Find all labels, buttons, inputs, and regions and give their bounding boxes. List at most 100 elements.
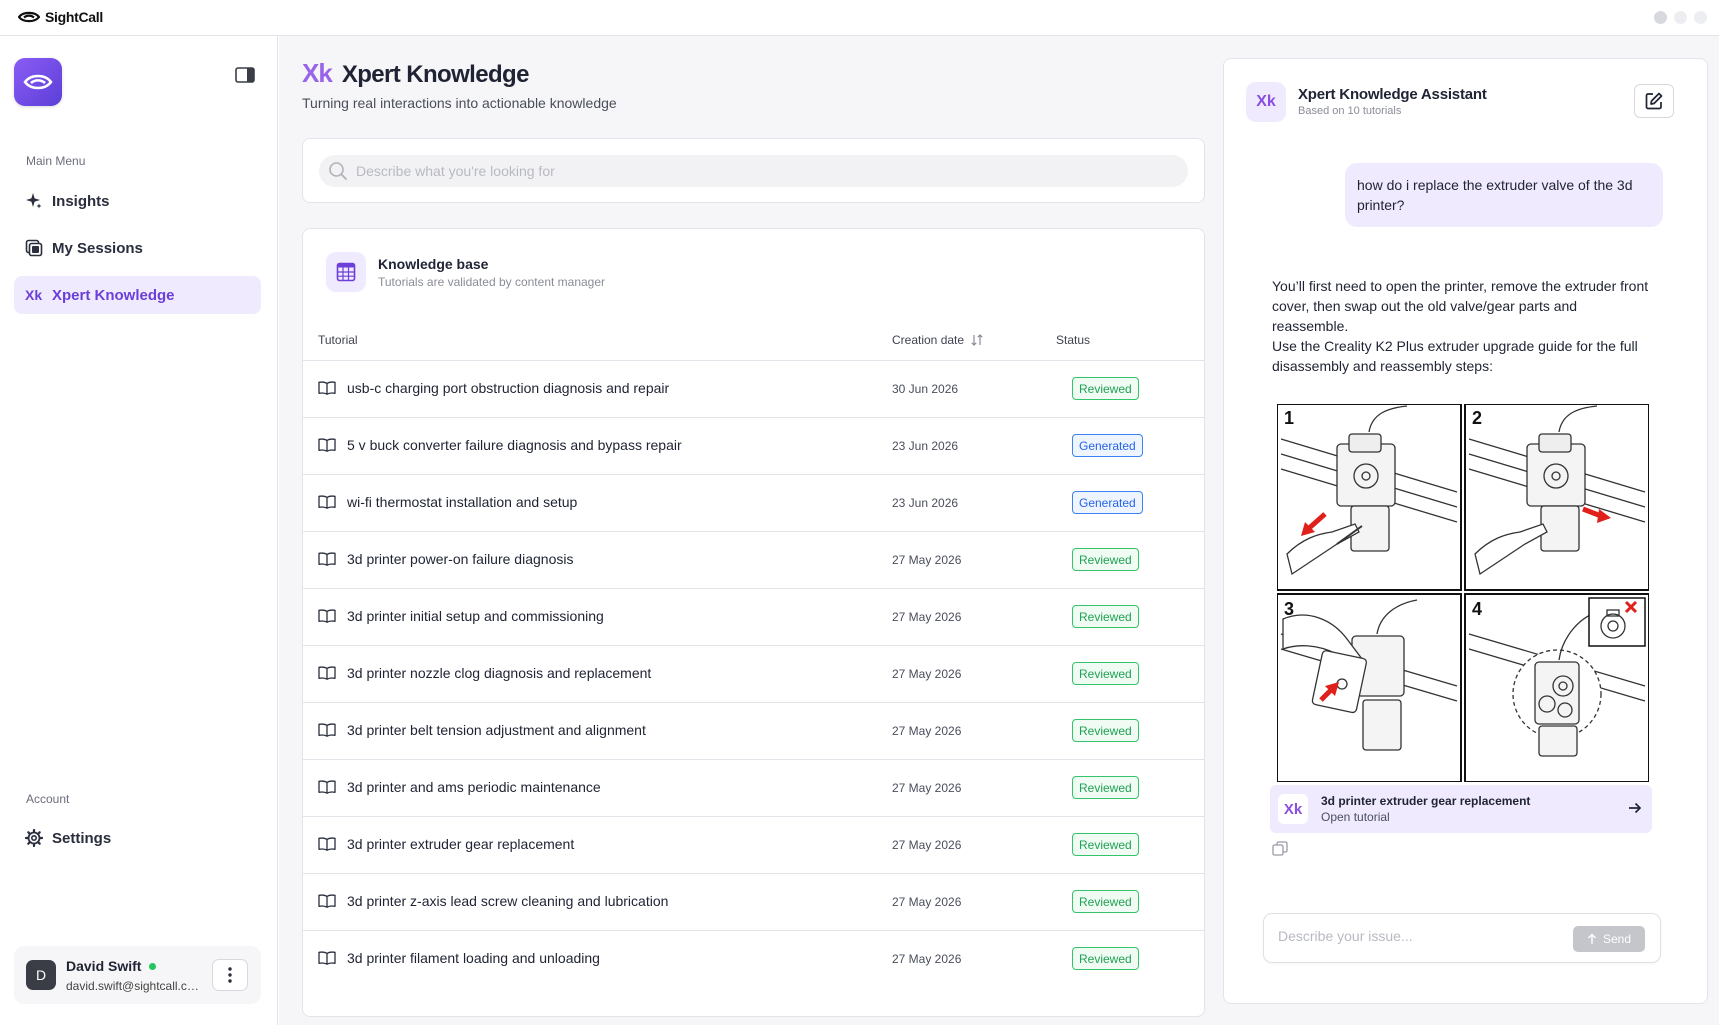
creation-date: 30 Jun 2026: [892, 382, 959, 396]
sparkle-icon: [26, 193, 42, 209]
status-badge: Reviewed: [1072, 776, 1139, 799]
open-tutorial-link[interactable]: Xk 3d printer extruder gear replacement …: [1270, 785, 1652, 833]
step-number-4: 4: [1472, 599, 1482, 619]
status-badge: Generated: [1072, 491, 1143, 514]
sidebar-item-label: Insights: [52, 192, 110, 210]
sidebar-item-settings[interactable]: Settings: [14, 819, 261, 857]
assistant-message-text: You’ll first need to open the printer, r…: [1272, 278, 1649, 334]
book-icon: [318, 609, 336, 628]
creation-date: 27 May 2026: [892, 667, 962, 681]
search-card: [302, 138, 1205, 203]
table-row[interactable]: 3d printer initial setup and commissioni…: [303, 589, 1204, 646]
send-label: Send: [1602, 932, 1632, 946]
copy-message-button[interactable]: [1272, 841, 1288, 862]
tutorial-name: wi-fi thermostat installation and setup: [347, 494, 578, 510]
book-icon: [318, 780, 336, 799]
xk-icon: Xk: [25, 287, 43, 303]
search-input[interactable]: [356, 163, 1156, 179]
creation-date: 23 Jun 2026: [892, 439, 959, 453]
table-row[interactable]: 3d printer belt tension adjustment and a…: [303, 703, 1204, 760]
tutorial-name: 3d printer z-axis lead screw cleaning an…: [347, 893, 669, 909]
creation-date: 27 May 2026: [892, 553, 962, 567]
book-icon: [318, 381, 336, 400]
table-header: Tutorial Creation date Status: [303, 319, 1204, 361]
creation-date: 27 May 2026: [892, 781, 962, 795]
table-row[interactable]: 3d printer filament loading and unloadin…: [303, 931, 1204, 988]
book-icon: [318, 837, 336, 856]
chat-input[interactable]: [1278, 928, 1548, 944]
book-icon: [318, 666, 336, 685]
tutorial-name: 3d printer filament loading and unloadin…: [347, 950, 600, 966]
book-icon: [318, 894, 336, 913]
window-dot-icon[interactable]: [1694, 11, 1707, 24]
collapse-sidebar-button[interactable]: [233, 63, 257, 87]
avatar: D: [26, 960, 56, 990]
window-dot-icon[interactable]: [1654, 11, 1667, 24]
creation-date: 27 May 2026: [892, 724, 962, 738]
sidebar-item-my-sessions[interactable]: My Sessions: [14, 229, 261, 267]
tutorial-name: 3d printer power-on failure diagnosis: [347, 551, 574, 567]
knowledge-base-subtitle: Tutorials are validated by content manag…: [378, 275, 606, 289]
book-icon: [318, 438, 336, 457]
sidebar: Main Menu Insights My Sessions Xk Xpert …: [0, 36, 278, 1025]
top-bar: SightCall: [0, 0, 1719, 36]
status-badge: Reviewed: [1072, 947, 1139, 970]
knowledge-base-icon: [326, 252, 366, 292]
sidebar-item-label: My Sessions: [52, 239, 143, 257]
tutorial-link-title: 3d printer extruder gear replacement: [1321, 794, 1531, 808]
status-badge: Reviewed: [1072, 605, 1139, 628]
tutorial-name: usb-c charging port obstruction diagnosi…: [347, 380, 670, 396]
send-button[interactable]: Send: [1573, 926, 1645, 952]
user-card: D David Swift david.swift@sightcall.com: [14, 946, 261, 1004]
book-icon: [318, 495, 336, 514]
table-row[interactable]: 3d printer extruder gear replacement 27 M…: [303, 817, 1204, 874]
user-name-row: David Swift: [66, 958, 157, 974]
book-icon: [318, 552, 336, 571]
step-number-2: 2: [1472, 408, 1482, 428]
user-name: David Swift: [66, 958, 142, 974]
table-row[interactable]: wi-fi thermostat installation and setup 2…: [303, 475, 1204, 532]
search-box[interactable]: [319, 155, 1188, 187]
assistant-panel: Xk Xpert Knowledge Assistant Based on 10…: [1223, 58, 1708, 1004]
app-logo[interactable]: [14, 58, 62, 106]
tutorial-name: 3d printer nozzle clog diagnosis and rep…: [347, 665, 652, 681]
window-controls: [1654, 11, 1707, 24]
status-badge: Reviewed: [1072, 833, 1139, 856]
new-chat-button[interactable]: [1634, 84, 1674, 118]
edit-icon: [1645, 92, 1663, 110]
table-row[interactable]: 3d printer z-axis lead screw cleaning an…: [303, 874, 1204, 931]
brand-name: SightCall: [45, 9, 103, 25]
assistant-title: Xpert Knowledge Assistant: [1298, 86, 1487, 103]
sightcall-eye-icon: [23, 74, 53, 90]
table-body: usb-c charging port obstruction diagnosi…: [303, 361, 1204, 988]
table-row[interactable]: 3d printer power-on failure diagnosis 27 …: [303, 532, 1204, 589]
window-dot-icon[interactable]: [1674, 11, 1687, 24]
table-row[interactable]: usb-c charging port obstruction diagnosi…: [303, 361, 1204, 418]
table-icon: [336, 262, 356, 282]
user-menu-button[interactable]: [212, 959, 248, 991]
step-number-1: 1: [1284, 408, 1294, 428]
status-badge: Reviewed: [1072, 377, 1139, 400]
table-row[interactable]: 3d printer and ams periodic maintenance 2…: [303, 760, 1204, 817]
sidebar-item-insights[interactable]: Insights: [14, 182, 261, 220]
sightcall-eye-icon: [18, 11, 40, 23]
creation-date: 27 May 2026: [892, 610, 962, 624]
copy-icon: [1272, 841, 1288, 856]
book-icon: [318, 951, 336, 970]
column-header-creation-date[interactable]: Creation date: [892, 333, 984, 347]
page-subtitle: Turning real interactions into actionabl…: [302, 95, 617, 111]
creation-date: 27 May 2026: [892, 952, 962, 966]
table-row[interactable]: 5 v buck converter failure diagnosis and…: [303, 418, 1204, 475]
column-header-label: Creation date: [892, 333, 965, 347]
assistant-subtitle: Based on 10 tutorials: [1298, 105, 1402, 117]
status-badge: Reviewed: [1072, 548, 1139, 571]
brand-logo: SightCall: [18, 9, 103, 25]
status-badge: Generated: [1072, 434, 1143, 457]
sidebar-item-xpert-knowledge[interactable]: Xk Xpert Knowledge: [14, 276, 261, 314]
assistant-icon: Xk: [1246, 82, 1286, 122]
online-status-icon: [149, 962, 157, 970]
assistant-message: You’ll first need to open the printer, r…: [1272, 276, 1652, 376]
main-content: Xk Xpert Knowledge Turning real interact…: [279, 36, 1719, 1025]
creation-date: 27 May 2026: [892, 895, 962, 909]
table-row[interactable]: 3d printer nozzle clog diagnosis and rep…: [303, 646, 1204, 703]
